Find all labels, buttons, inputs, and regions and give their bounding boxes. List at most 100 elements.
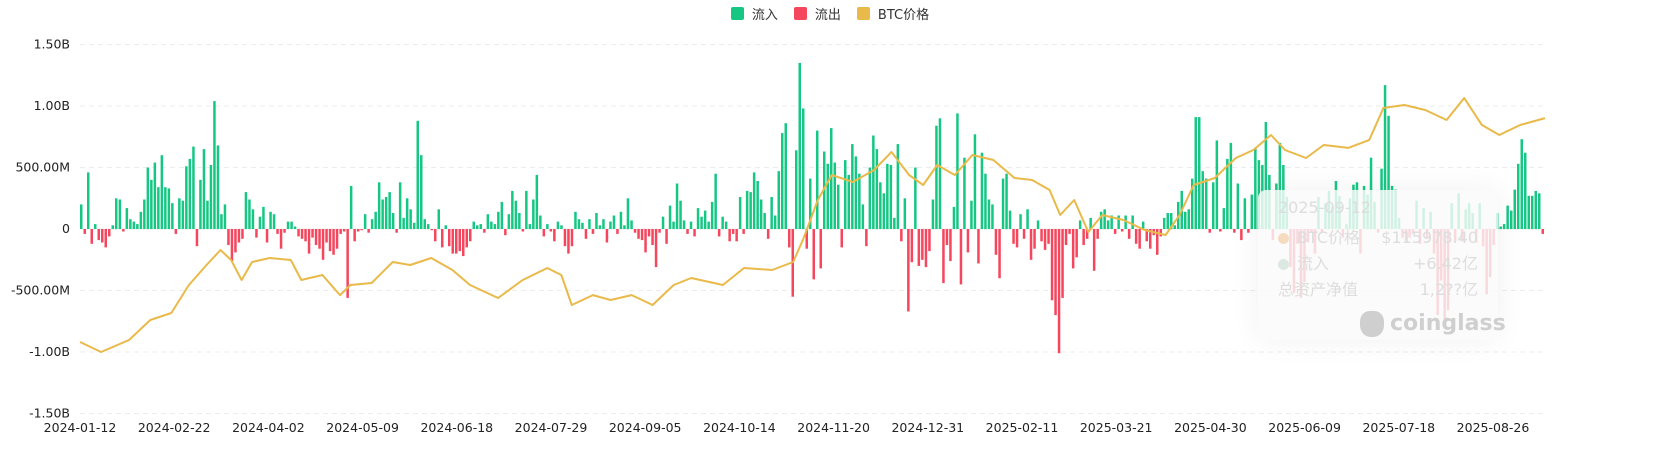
outflow-bar xyxy=(840,229,843,248)
inflow-bar xyxy=(738,197,742,229)
inflow-bar xyxy=(476,225,479,229)
inflow-bar xyxy=(497,211,500,229)
inflow-bar xyxy=(209,165,213,229)
outflow-bar xyxy=(1127,229,1131,239)
x-tick-label: 2025-06-09 xyxy=(1268,420,1341,435)
outflow-bar xyxy=(297,229,300,237)
outflow-bar xyxy=(766,229,770,239)
inflow-bar xyxy=(213,101,216,229)
inflow-bar xyxy=(423,219,426,229)
inflow-bar xyxy=(612,215,616,229)
inflow-bar xyxy=(216,145,220,229)
outflow-bar xyxy=(563,229,567,247)
outflow-bar xyxy=(998,229,1001,279)
legend-swatch-icon xyxy=(793,7,807,20)
inflow-bar xyxy=(202,149,206,230)
inflow-bar xyxy=(539,215,542,229)
outflow-bar xyxy=(265,229,269,243)
outflow-bar xyxy=(465,229,468,248)
inflow-bar xyxy=(178,198,181,230)
inflow-bar xyxy=(623,225,626,229)
legend-swatch-icon xyxy=(856,7,870,20)
outflow-bar xyxy=(342,229,346,232)
legend-item[interactable]: BTC价格 xyxy=(856,4,930,23)
inflow-bar xyxy=(472,221,475,229)
x-tick-label: 2025-07-18 xyxy=(1362,420,1435,435)
outflow-bar xyxy=(637,229,640,239)
x-tick-label: 2025-08-26 xyxy=(1457,420,1530,435)
inflow-bar xyxy=(763,213,766,229)
inflow-bar xyxy=(889,165,893,229)
inflow-bar xyxy=(770,197,773,229)
outflow-bar xyxy=(195,229,199,247)
x-tick-label: 2025-03-21 xyxy=(1080,420,1153,435)
outflow-bar xyxy=(483,229,486,233)
outflow-bar xyxy=(1082,229,1085,245)
outflow-bar xyxy=(122,229,125,232)
inflow-bar xyxy=(420,155,423,229)
x-tick-label: 2024-10-14 xyxy=(703,420,776,435)
inflow-bar xyxy=(1036,220,1040,229)
outflow-bar xyxy=(907,229,910,312)
inflow-bar xyxy=(700,216,703,229)
inflow-bar xyxy=(710,201,714,229)
inflow-bar xyxy=(1099,211,1103,229)
inflow-bar xyxy=(984,173,987,230)
inflow-bar xyxy=(714,173,717,230)
inflow-dot-icon xyxy=(1278,259,1289,270)
inflow-bar xyxy=(546,224,549,229)
outflow-bar xyxy=(570,229,574,247)
outflow-bar xyxy=(353,229,356,242)
inflow-bar xyxy=(560,225,563,229)
inflow-bar xyxy=(598,225,602,229)
outflow-bar xyxy=(1054,229,1057,316)
outflow-bar xyxy=(633,229,637,233)
inflow-bar xyxy=(1173,225,1176,229)
outflow-bar xyxy=(430,229,433,231)
inflow-bar xyxy=(851,144,854,229)
x-tick-label: 2024-09-05 xyxy=(609,420,682,435)
inflow-bar xyxy=(952,206,956,229)
outflow-bar xyxy=(651,229,654,245)
legend-swatch-icon xyxy=(730,7,744,20)
inflow-bar xyxy=(1131,215,1134,229)
inflow-bar xyxy=(1191,178,1194,229)
inflow-bar xyxy=(987,199,991,229)
inflow-bar xyxy=(136,224,139,229)
inflow-bar xyxy=(1215,140,1219,229)
inflow-bar xyxy=(1026,209,1029,229)
outflow-bar xyxy=(1071,229,1075,269)
legend-label: BTC价格 xyxy=(877,8,930,23)
outflow-bar xyxy=(469,229,472,242)
inflow-bar xyxy=(1124,215,1127,229)
inflow-bar xyxy=(802,108,805,229)
coinglass-logo-icon xyxy=(1360,311,1384,337)
outflow-bar xyxy=(949,229,952,261)
inflow-bar xyxy=(963,157,966,229)
legend-item[interactable]: 流入 xyxy=(730,4,778,23)
legend-label: 流出 xyxy=(814,8,841,23)
inflow-bar xyxy=(402,217,405,229)
outflow-bar xyxy=(237,229,241,243)
inflow-bar xyxy=(507,214,511,229)
inflow-bar xyxy=(500,201,504,229)
outflow-bar xyxy=(1159,229,1162,237)
inflow-bar xyxy=(595,213,598,229)
outflow-bar xyxy=(812,229,815,280)
outflow-bar xyxy=(1120,229,1124,232)
inflow-bar xyxy=(991,204,994,229)
inflow-bar xyxy=(143,199,146,229)
outflow-bar xyxy=(549,229,553,232)
inflow-bar xyxy=(630,220,633,229)
inflow-bar xyxy=(164,187,167,229)
inflow-bar xyxy=(749,192,752,229)
inflow-bar xyxy=(535,174,539,229)
legend-item[interactable]: 流出 xyxy=(793,4,841,23)
outflow-bar xyxy=(234,229,237,253)
outflow-bar xyxy=(658,229,661,233)
y-tick-label: -1.00B xyxy=(29,344,70,359)
inflow-bar xyxy=(1222,208,1226,229)
inflow-bar xyxy=(759,199,763,229)
outflow-bar xyxy=(241,229,244,239)
inflow-bar xyxy=(619,211,623,229)
